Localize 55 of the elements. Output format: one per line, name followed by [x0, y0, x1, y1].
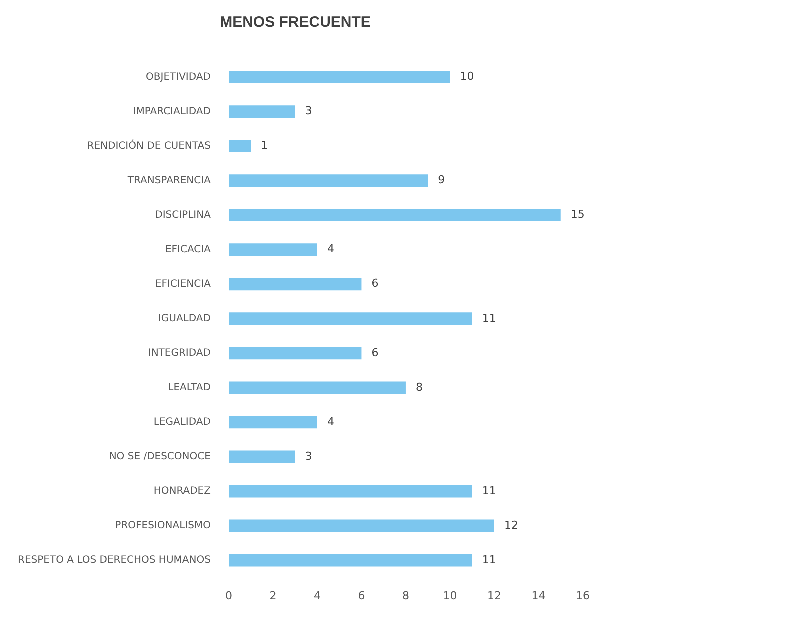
bar [228, 278, 362, 291]
bar [228, 71, 450, 84]
y-tick-label: INTEGRIDAD [148, 348, 212, 360]
data-label: 11 [482, 484, 496, 498]
data-label: 3 [305, 104, 312, 118]
bar [228, 347, 362, 360]
bar [228, 174, 428, 188]
bar [228, 106, 296, 118]
data-label: 12 [504, 518, 518, 532]
x-tick-label: 16 [576, 589, 590, 602]
y-tick-label: RESPETO A LOS DERECHOS HUMANOS [18, 555, 211, 566]
data-label: 11 [482, 312, 496, 325]
y-tick-label: PROFESIONALISMO [115, 520, 212, 532]
data-label: 1 [261, 139, 268, 152]
y-tick-label: IGUALDAD [158, 313, 212, 324]
x-tick-label: 12 [487, 589, 502, 602]
y-tick-label: RENDICIÓN DE CUENTAS [87, 138, 211, 152]
y-tick-label: OBJETIVIDAD [146, 72, 212, 83]
data-label: 3 [305, 450, 312, 463]
bar [228, 520, 494, 532]
data-label: 11 [482, 553, 496, 566]
bar [228, 485, 472, 498]
bar [228, 382, 406, 394]
data-label: 15 [570, 208, 585, 222]
y-tick-label: EFICIENCIA [155, 278, 212, 290]
y-tick-label: DISCIPLINA [155, 210, 212, 221]
bar [228, 312, 472, 326]
x-tick-label: 10 [443, 589, 458, 602]
y-tick-label: LEALTAD [168, 382, 212, 394]
x-tick-label: 14 [532, 589, 546, 602]
x-tick-label: 2 [270, 589, 277, 602]
x-tick-label: 8 [402, 589, 410, 602]
x-tick-label: 4 [314, 589, 321, 602]
data-label: 9 [438, 174, 446, 187]
chart-title: MENOS FRECUENTE [220, 14, 371, 32]
y-tick-label: EFICACIA [165, 244, 212, 256]
data-label: 6 [372, 277, 379, 290]
x-tick-label: 0 [225, 589, 232, 602]
y-tick-label: NO SE /DESCONOCE [109, 452, 211, 463]
y-tick-label: TRANSPARENCIA [126, 175, 212, 186]
bar [228, 209, 561, 222]
bar [228, 140, 252, 153]
data-label: 6 [372, 346, 379, 360]
bar [228, 244, 318, 256]
data-label: 4 [327, 415, 334, 428]
y-tick-label: LEGALIDAD [154, 417, 212, 428]
bar [228, 416, 318, 429]
data-label: 10 [460, 70, 474, 84]
x-tick-label: 6 [358, 589, 366, 602]
bar [228, 450, 296, 464]
y-tick-label: IMPARCIALIDAD [133, 106, 212, 118]
y-tick-label: HONRADEZ [154, 486, 212, 498]
data-label: 4 [327, 242, 334, 256]
data-label: 8 [416, 380, 423, 394]
bar [228, 554, 472, 567]
